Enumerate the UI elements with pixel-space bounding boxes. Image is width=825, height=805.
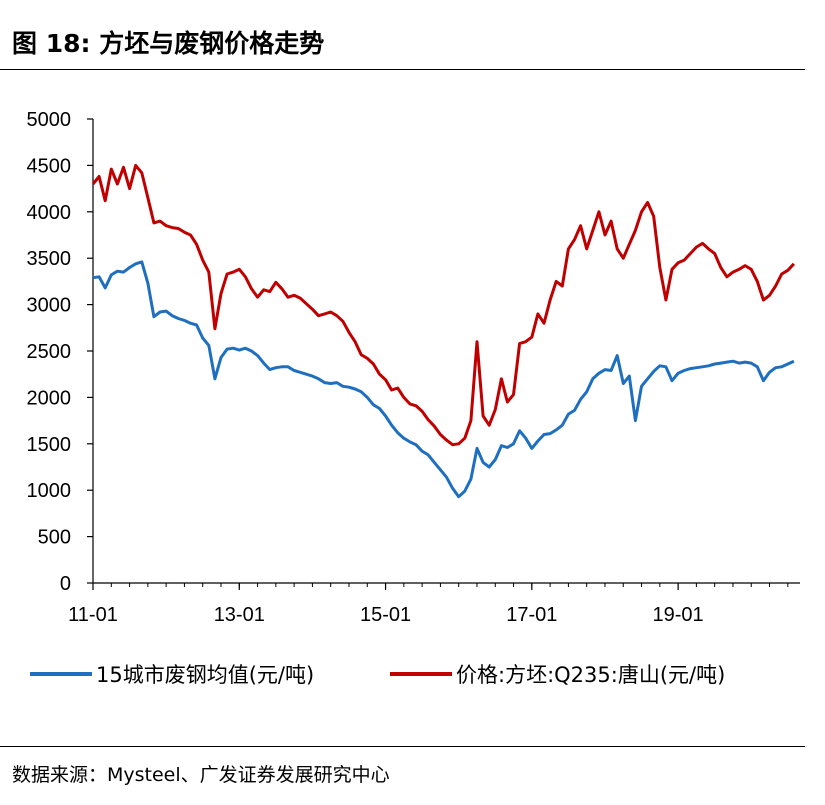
- y-tick-label: 500: [38, 527, 71, 549]
- y-tick-label: 4500: [27, 155, 72, 177]
- y-tick-label: 3000: [27, 295, 72, 317]
- y-tick-label: 1500: [27, 434, 72, 456]
- x-tick-label: 15-01: [360, 604, 411, 626]
- series-line-1: [92, 260, 795, 499]
- source-divider: [0, 746, 805, 747]
- chart-area: 0 500 1000 1500 2000 2500 3000 3500 4000 4500 5000…: [27, 109, 800, 687]
- legend: 15城市废钢均值(元/吨) 价格:方坯:Q235:唐山(元/吨): [30, 663, 725, 687]
- x-tick-label: 19-01: [653, 604, 704, 626]
- y-tick-label: 1000: [27, 480, 72, 502]
- source-note: 数据来源：Mysteel、广发证券发展研究中心: [12, 764, 390, 786]
- legend-label-1: 15城市废钢均值(元/吨): [96, 663, 314, 687]
- y-tick-label: 2000: [27, 387, 72, 409]
- y-tick-label: 5000: [27, 109, 72, 131]
- y-tick-label: 3500: [27, 248, 72, 270]
- axes: 0 500 1000 1500 2000 2500 3000 3500 4000 4500 5000…: [27, 109, 800, 626]
- y-tick-label: 2500: [27, 341, 72, 363]
- y-tick-label: 4000: [27, 202, 72, 224]
- title-divider: [0, 69, 805, 70]
- legend-label-2: 价格:方坯:Q235:唐山(元/吨): [456, 663, 725, 687]
- chart-title: 图 18: 方坯与废钢价格走势: [12, 29, 325, 58]
- x-tick-label: 17-01: [506, 604, 557, 626]
- series-line-2: [91, 163, 795, 447]
- y-tick-label: 0: [60, 573, 71, 595]
- series-lines: [91, 163, 795, 499]
- x-tick-label: 11-01: [68, 604, 118, 626]
- x-tick-label: 13-01: [214, 604, 265, 626]
